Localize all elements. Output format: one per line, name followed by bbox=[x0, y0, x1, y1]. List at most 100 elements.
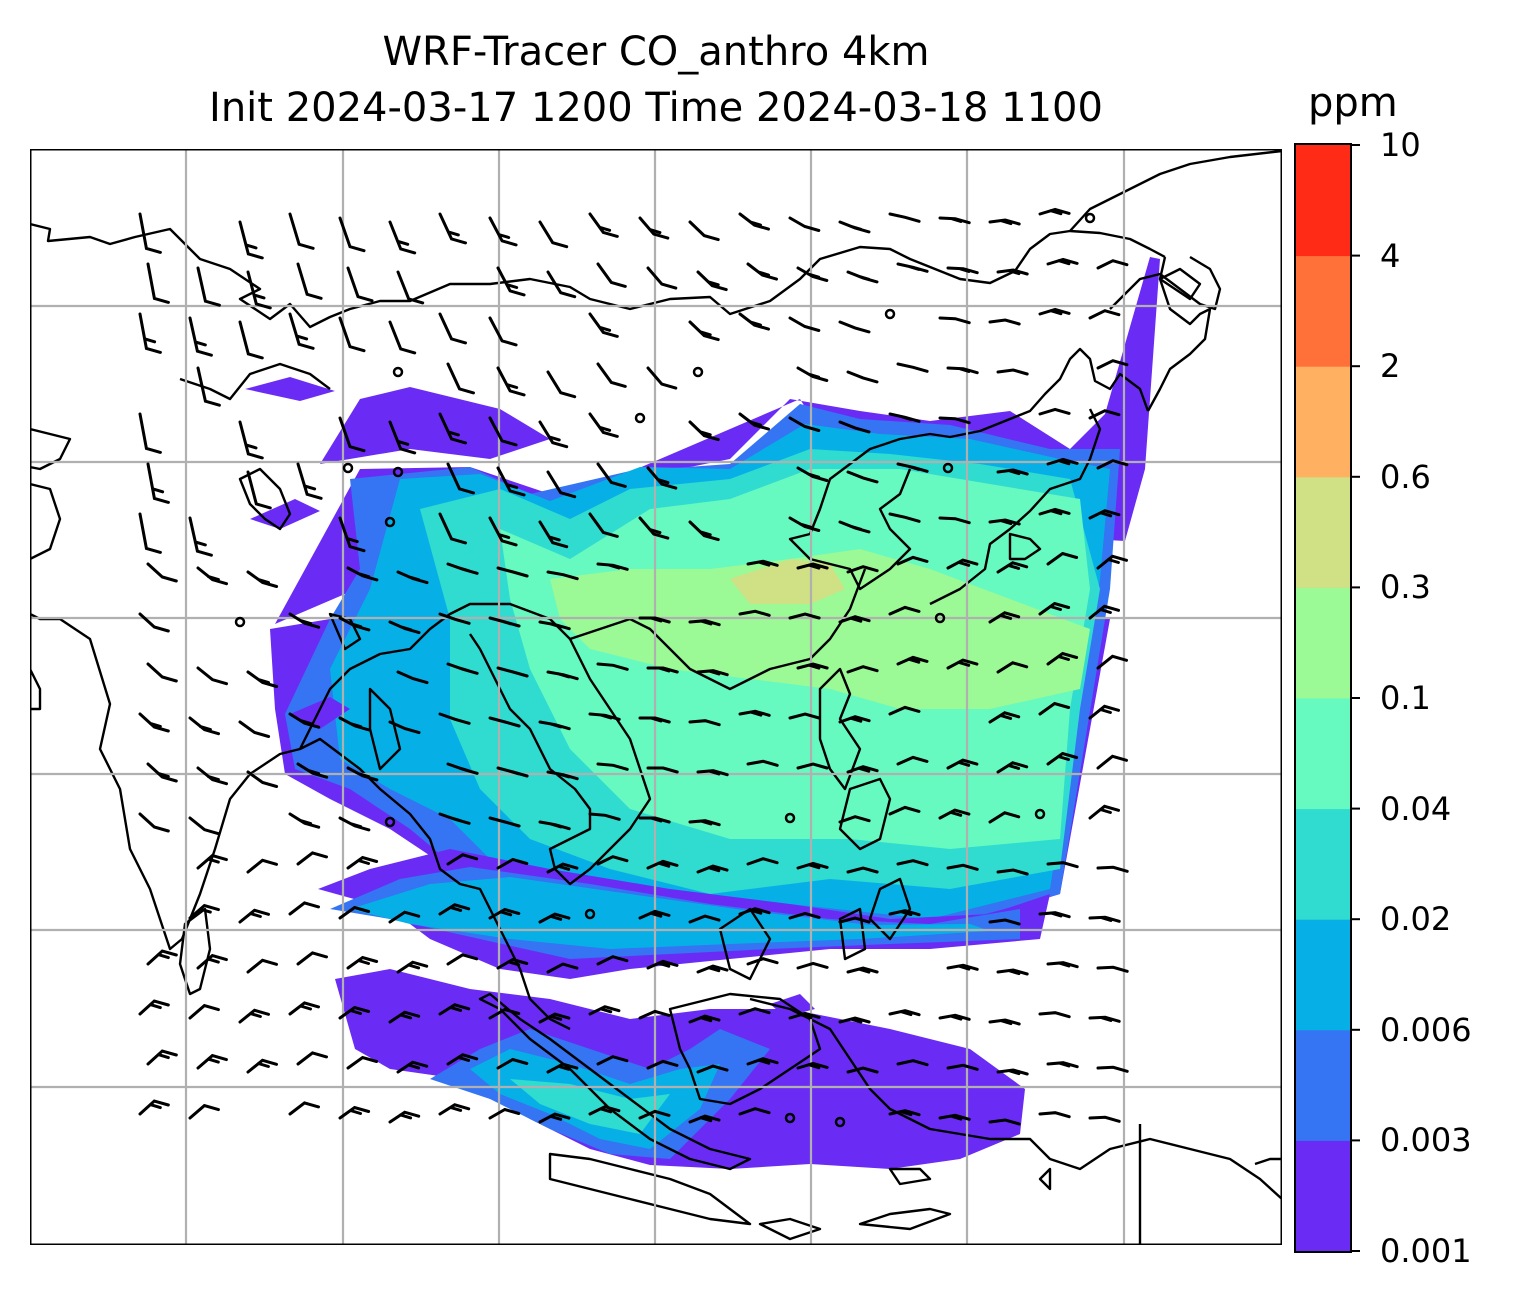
wind-barb bbox=[538, 420, 569, 449]
wind-barb bbox=[1096, 359, 1129, 370]
wind-barb bbox=[1038, 1011, 1071, 1019]
wind-barb bbox=[238, 908, 270, 924]
wind-barb bbox=[988, 611, 1021, 624]
wind-barb bbox=[596, 855, 629, 866]
wind-barb bbox=[646, 1059, 679, 1070]
wind-barb bbox=[446, 953, 479, 966]
wind-barb bbox=[946, 558, 979, 570]
wind-barb bbox=[738, 609, 771, 617]
wind-barb bbox=[388, 910, 421, 924]
wind-barb bbox=[496, 566, 529, 578]
wind-barb bbox=[838, 815, 871, 824]
wind-barb bbox=[788, 911, 821, 920]
wind-barb bbox=[496, 366, 526, 397]
wind-barb bbox=[488, 907, 521, 920]
calm-wind-marker bbox=[934, 612, 946, 624]
wind-barb bbox=[1038, 701, 1071, 716]
wind-barb bbox=[788, 1011, 821, 1020]
wind-barb bbox=[488, 716, 521, 728]
wind-barb bbox=[196, 953, 228, 970]
wind-barb bbox=[938, 1013, 971, 1021]
wind-barb bbox=[438, 1103, 471, 1116]
wind-barb bbox=[338, 216, 366, 253]
wind-barb bbox=[588, 212, 619, 238]
wind-barb bbox=[388, 320, 417, 355]
wind-barb bbox=[846, 866, 879, 874]
wind-barb bbox=[446, 1053, 479, 1066]
colorbar-block bbox=[1296, 1140, 1350, 1252]
wind-barb bbox=[196, 853, 228, 870]
wind-barb bbox=[346, 766, 379, 782]
wind-barb bbox=[146, 662, 178, 683]
wind-barb bbox=[546, 370, 577, 399]
wind-barb bbox=[1088, 704, 1120, 720]
wind-barb bbox=[988, 811, 1021, 824]
wind-barb bbox=[296, 1051, 328, 1066]
map-title-line1: WRF-Tracer CO_anthro 4km bbox=[382, 29, 930, 75]
wind-barb bbox=[646, 266, 678, 290]
wind-barb bbox=[888, 705, 921, 716]
wind-barb bbox=[588, 1105, 621, 1116]
colorbar-tick-label: 0.6 bbox=[1380, 457, 1431, 496]
wind-barb bbox=[1088, 409, 1121, 420]
wind-barb bbox=[488, 616, 521, 628]
wind-barb bbox=[446, 462, 475, 495]
wind-barb bbox=[696, 769, 729, 777]
wind-barb bbox=[596, 662, 629, 671]
colorbar-block bbox=[1296, 145, 1350, 257]
wind-barb bbox=[288, 1001, 320, 1016]
wind-barb bbox=[638, 909, 671, 920]
wind-barb bbox=[896, 262, 929, 273]
wind-barb bbox=[246, 570, 279, 588]
wind-barb bbox=[438, 812, 471, 825]
map-panel bbox=[30, 149, 1282, 1245]
wind-barb bbox=[138, 512, 162, 554]
wind-barb bbox=[296, 951, 328, 966]
wind-barb bbox=[538, 520, 569, 549]
wind-barb bbox=[946, 366, 979, 375]
wind-barb bbox=[838, 615, 871, 624]
wind-barb bbox=[738, 907, 771, 916]
wind-barb bbox=[396, 960, 429, 974]
wind-barb bbox=[288, 812, 321, 829]
wind-barb bbox=[238, 720, 271, 738]
colorbar-block bbox=[1296, 698, 1350, 810]
wind-barb bbox=[488, 1107, 521, 1120]
wind-barb bbox=[638, 616, 671, 624]
wind-barb bbox=[296, 762, 329, 779]
wind-barb bbox=[846, 966, 879, 974]
wind-barb bbox=[496, 766, 529, 778]
wind-barb bbox=[338, 416, 366, 453]
wind-barb bbox=[438, 1003, 471, 1016]
wind-barb bbox=[946, 1063, 979, 1071]
wind-barb bbox=[1046, 457, 1079, 466]
wind-barb bbox=[946, 658, 979, 670]
wind-barb bbox=[946, 758, 979, 770]
wind-barb bbox=[888, 1009, 921, 1017]
wind-barb bbox=[238, 220, 264, 260]
wind-barb bbox=[438, 612, 471, 625]
wind-barb bbox=[196, 666, 228, 686]
wind-barb bbox=[796, 562, 829, 570]
wind-barb bbox=[1038, 307, 1071, 316]
wind-barb bbox=[938, 516, 971, 525]
wind-barb bbox=[446, 762, 479, 775]
wind-barb bbox=[1038, 1111, 1071, 1119]
wind-barb bbox=[488, 516, 518, 547]
wind-barb bbox=[288, 612, 321, 629]
wind-barb bbox=[638, 516, 670, 540]
calm-wind-marker bbox=[1084, 212, 1096, 224]
colorbar bbox=[1294, 143, 1360, 1253]
wind-barb bbox=[838, 320, 871, 334]
wind-barb bbox=[496, 666, 529, 678]
wind-barb bbox=[738, 212, 770, 231]
wind-barb bbox=[996, 468, 1029, 476]
colorbar-tick-label: 0.3 bbox=[1380, 568, 1431, 607]
wind-barb bbox=[138, 1099, 170, 1116]
wind-barb bbox=[888, 605, 921, 616]
wind-barb bbox=[796, 266, 829, 282]
wind-barb bbox=[246, 470, 272, 510]
wind-barb bbox=[496, 957, 529, 970]
wind-barb bbox=[388, 420, 417, 455]
wind-barb bbox=[846, 1066, 879, 1074]
